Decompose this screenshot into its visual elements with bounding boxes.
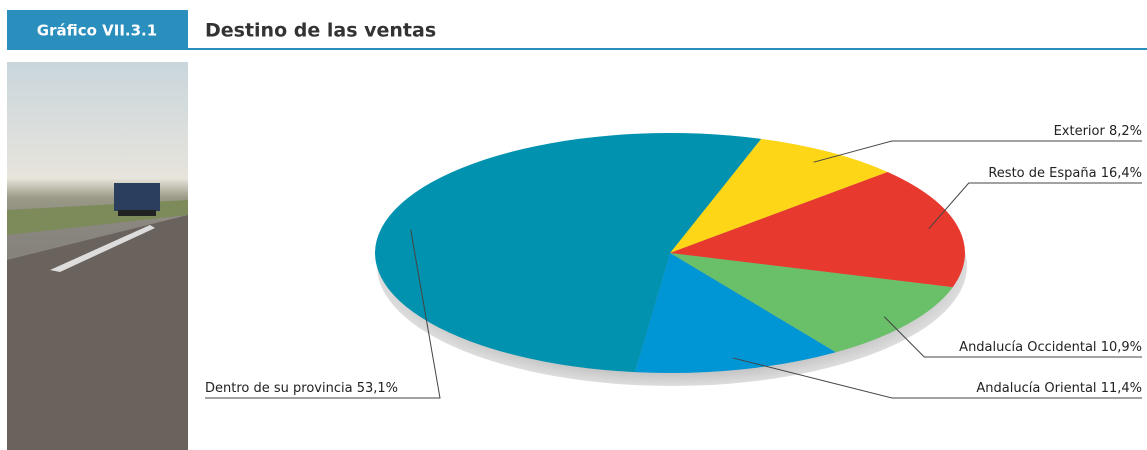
slice-label: Dentro de su provincia 53,1% [205, 381, 398, 396]
chart-title: Destino de las ventas [205, 20, 436, 42]
leader-line [813, 140, 1142, 163]
slice-label: Andalucía Occidental 10,9% [959, 340, 1142, 355]
slice-category: Resto de España [988, 166, 1096, 181]
slice-label: Exterior 8,2% [1054, 124, 1142, 139]
pie-slice [670, 138, 888, 253]
pie-slice [670, 253, 953, 353]
slice-category: Dentro de su provincia [205, 381, 353, 396]
slice-category: Andalucía Occidental [959, 340, 1096, 355]
leader-line [928, 182, 1142, 230]
slice-value-label: 53,1% [357, 381, 398, 396]
leader-line [732, 357, 1142, 399]
header-label: Gráfico VII.3.1 [37, 22, 157, 40]
header-rule [188, 48, 1147, 50]
header-box [7, 10, 188, 50]
slice-value-label: 10,9% [1101, 340, 1142, 355]
slice-value-label: 8,2% [1109, 124, 1142, 139]
photo [7, 62, 188, 450]
slice-value-label: 11,4% [1101, 381, 1142, 396]
leader-line [883, 316, 1142, 358]
slice-label: Resto de España 16,4% [988, 166, 1142, 181]
slice-category: Andalucía Oriental [976, 381, 1096, 396]
slice-category: Exterior [1054, 124, 1106, 139]
slice-label: Andalucía Oriental 11,4% [976, 381, 1142, 396]
slice-value-label: 16,4% [1101, 166, 1142, 181]
pie-slice [375, 133, 762, 373]
pie-slice [670, 171, 965, 288]
pie-slice [634, 253, 836, 373]
leader-line [205, 229, 441, 399]
